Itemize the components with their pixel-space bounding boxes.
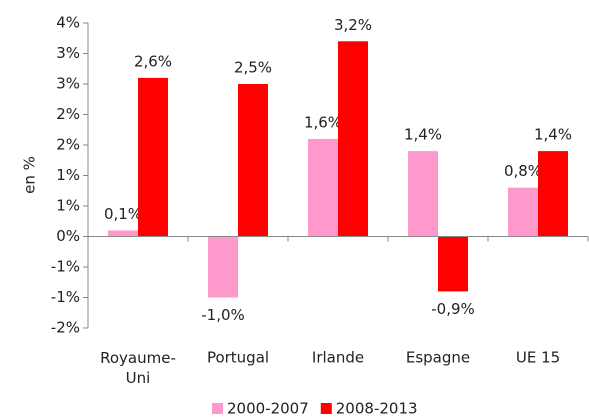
value-label: 0,1% [104, 205, 142, 223]
bar [438, 236, 468, 292]
bar [108, 230, 138, 237]
value-label: 3,2% [334, 16, 372, 34]
x-tick-label: UE 15 [516, 349, 560, 367]
x-tick-label: Royaume- Uni [100, 349, 176, 387]
y-tick-label: 3% [56, 44, 80, 62]
bar [238, 84, 268, 237]
bar [208, 236, 238, 298]
bar [508, 187, 538, 237]
y-tick-label: -1% [51, 258, 80, 276]
y-tick-label: 0% [56, 227, 80, 245]
x-tick-label-line: Uni [126, 369, 151, 387]
y-tick-label: -2% [51, 319, 80, 337]
y-tick-label: 2% [56, 136, 80, 154]
x-tick-label-line: Royaume- [100, 349, 176, 367]
value-label: 0,8% [504, 162, 542, 180]
bar [538, 151, 568, 237]
y-axis-label: en % [21, 156, 39, 194]
legend-swatch [320, 403, 332, 414]
value-label: 2,6% [134, 52, 172, 70]
y-tick-label: 4% [56, 14, 80, 32]
x-tick-label: Portugal [207, 349, 269, 367]
value-label: -0,9% [431, 300, 475, 318]
bar [308, 138, 338, 237]
x-tick-label: Irlande [312, 349, 364, 367]
legend-label: 2008-2013 [336, 400, 418, 418]
y-tick-label: -1% [51, 288, 80, 306]
legend-swatch [212, 403, 223, 414]
y-tick-label: 1% [56, 197, 80, 215]
x-tick-label: Espagne [406, 349, 470, 367]
value-label: 2,5% [234, 59, 272, 77]
bar [408, 151, 438, 237]
value-label: 1,4% [534, 126, 572, 144]
y-tick-label: 3% [56, 75, 80, 93]
value-label: 1,4% [404, 126, 442, 144]
legend-label: 2000-2007 [227, 400, 309, 418]
bar [338, 41, 368, 237]
value-label: 1,6% [304, 113, 342, 131]
y-tick-label: 2% [56, 105, 80, 123]
value-label: -1,0% [201, 306, 245, 324]
bar [138, 77, 168, 237]
y-tick-label: 1% [56, 166, 80, 184]
